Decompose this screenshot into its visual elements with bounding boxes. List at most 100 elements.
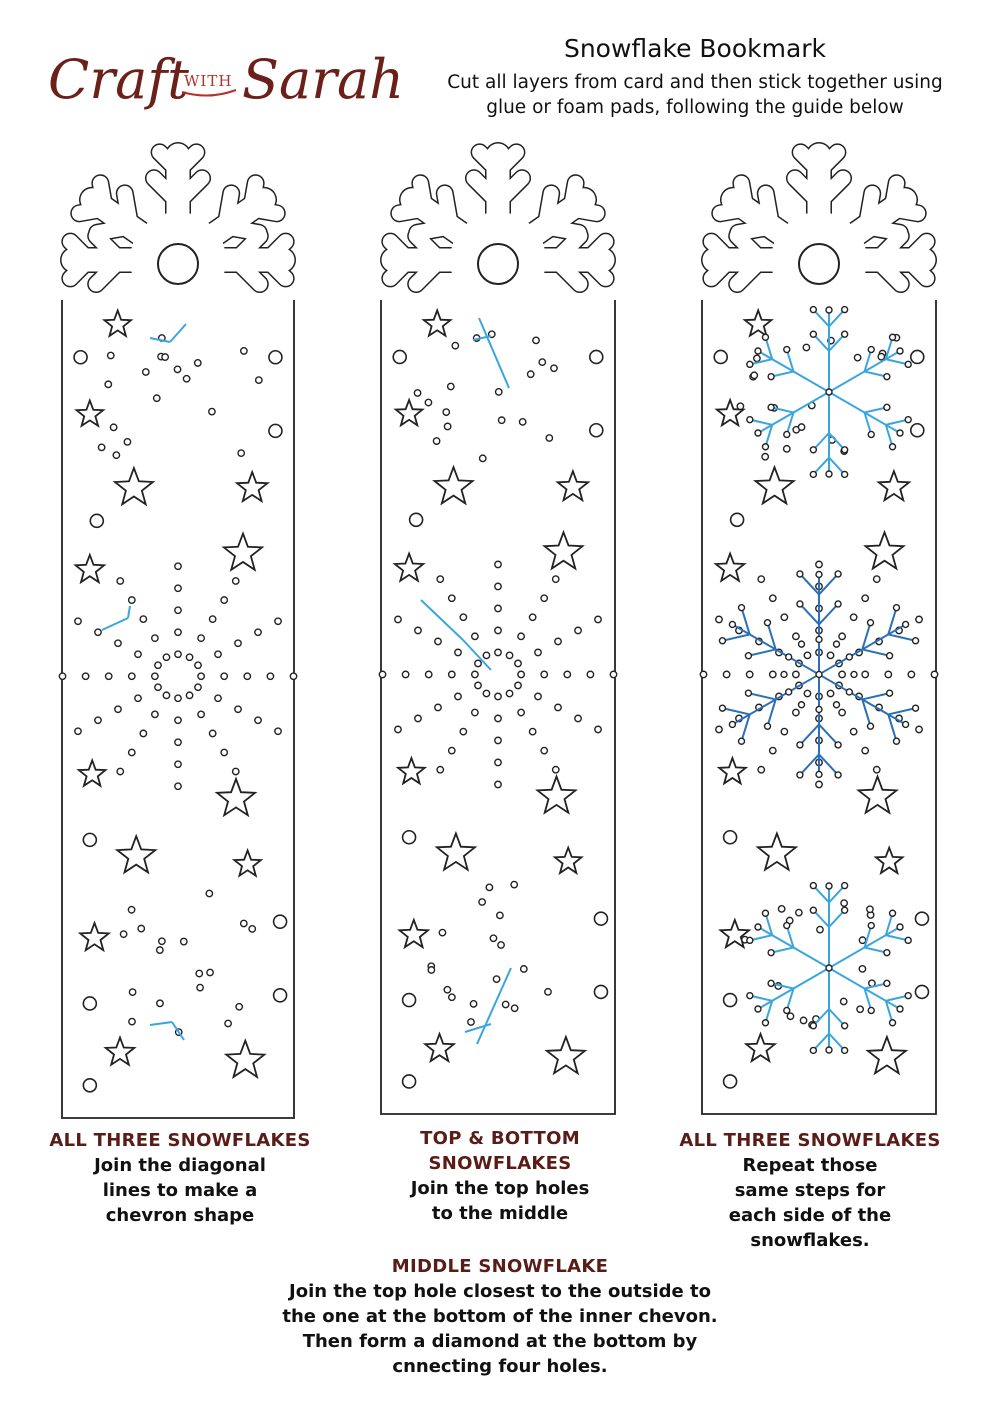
pierce-hole [214,650,222,659]
circle-decoration [588,349,604,365]
pierce-hole [809,470,818,479]
pierce-hole [139,615,148,624]
pierce-hole [254,376,263,385]
snowflake-branch-fill [382,234,417,268]
caption-right-heading: ALL THREE SNOWFLAKES [679,1130,941,1151]
pierce-hole [722,670,731,679]
string-line [828,1008,846,1027]
pierce-hole [434,637,442,646]
pierce-hole [494,388,503,396]
pierce-hole [534,648,542,657]
pierce-hole [193,359,202,367]
pierce-hole [746,360,754,369]
pierce-hole [150,710,159,719]
pierce-hole [834,570,842,578]
string-line [828,333,846,352]
string-line [101,617,129,631]
pierce-hole [761,333,770,341]
pierce-hole [174,716,182,725]
pierce-hole [478,454,487,463]
pierce-hole [554,703,562,712]
pierce-hole [840,305,849,314]
pierce-hole [185,691,194,700]
pierce-hole [915,615,923,624]
string-line [722,633,750,642]
pierce-hole [872,575,881,584]
pierce-hole [783,921,791,930]
star-decoration [544,1034,588,1076]
string-line [828,308,846,328]
pierce-hole [856,1005,865,1014]
star-decoration [743,1031,778,1064]
pierce-hole [815,780,823,789]
bookmark-body [61,300,295,1119]
pierce-hole [94,628,102,637]
pierce-hole [768,594,777,603]
pierce-hole [427,966,436,974]
pierce-hole [128,988,137,997]
pierce-hole [816,925,824,934]
circle-decoration [729,512,745,528]
pierce-hole [394,725,402,734]
star-decoration [713,551,747,583]
pierce-hole [174,562,182,571]
pierce-hole [432,437,441,445]
pierce-hole [803,689,812,698]
pierce-hole [888,909,897,917]
star-decoration [555,468,591,503]
pierce-hole [858,964,867,973]
pierce-hole [94,716,102,725]
pierce-hole [470,632,479,641]
pierce-hole [904,360,912,369]
pierce-hole [494,780,502,789]
star-decoration [434,830,478,872]
string-line [862,648,890,657]
pierce-hole [809,881,818,890]
pierce-hole [728,620,737,629]
bookmark-step-2 [378,142,618,1115]
pierce-hole [715,615,723,624]
pierce-hole [594,725,602,734]
star-decoration [873,845,905,876]
string-line [884,1000,894,1024]
pierce-hole [815,670,823,679]
string-line [861,622,872,650]
pierce-hole [809,446,818,454]
pierce-hole [888,443,897,451]
string-line [812,884,830,904]
string-line [818,753,839,776]
pierce-hole [510,880,519,889]
string-line [863,349,873,372]
pierce-hole [141,368,150,376]
star-decoration [101,307,134,338]
star-decoration [876,468,912,503]
string-line [749,418,773,426]
circle-decoration [593,911,609,926]
subtitle-line-2: glue or foam pads, following the guide b… [486,97,904,118]
star-decoration [76,757,108,788]
pierce-hole [867,1006,875,1015]
string-line [149,1021,173,1026]
pierce-hole [274,727,282,736]
pierce-hole [239,919,248,928]
circle-decoration [588,422,604,438]
pierce-hole [904,936,912,945]
snowflake-branch-fill [228,252,268,292]
bookmark-step-3 [699,142,939,1115]
pierce-hole [514,681,522,690]
snowflake-branch-fill [537,219,587,241]
pierce-hole [796,570,804,578]
circle-decoration [73,349,88,365]
pierce-hole [838,670,846,679]
pierce-hole [206,968,214,977]
pierce-hole [840,1046,849,1055]
string-line [884,424,894,448]
pierce-hole [834,771,842,779]
bookmark-body [380,300,616,1115]
subtitle-line-1: Cut all layers from card and then stick … [447,72,943,93]
snowflake-branch-fill [412,175,433,217]
string-line [812,456,830,476]
string-line [740,714,751,742]
circle-decoration [82,832,98,848]
string-line [884,336,894,360]
